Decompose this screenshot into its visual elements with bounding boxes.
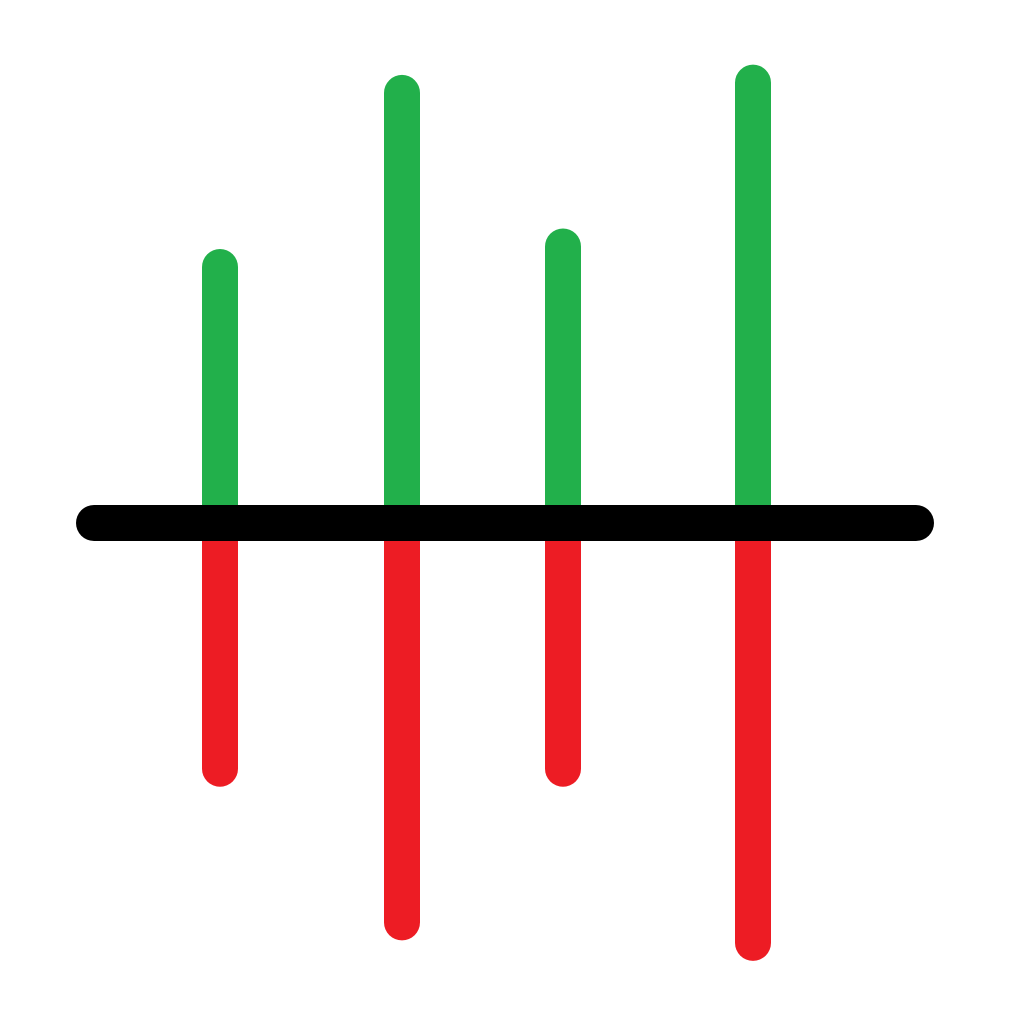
- bars-group: [202, 64, 771, 961]
